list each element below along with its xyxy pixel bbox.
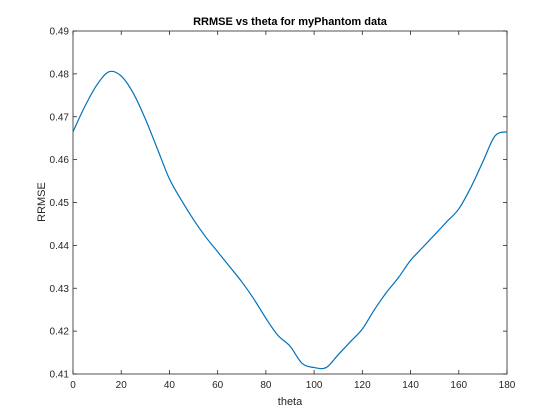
chart-title: RRMSE vs theta for myPhantom data xyxy=(193,16,388,28)
plot-area xyxy=(72,30,508,375)
x-axis: 0 20 40 60 80 100 120 140 160 180 xyxy=(70,31,516,391)
y-axis-label: RRMSE xyxy=(36,182,48,222)
plot-box xyxy=(72,30,508,375)
x-tick-label: 160 xyxy=(450,380,467,391)
y-tick-label: 0.42 xyxy=(50,327,70,338)
y-tick-label: 0.46 xyxy=(50,155,70,166)
x-tick-label: 180 xyxy=(499,380,516,391)
y-tick-label: 0.49 xyxy=(50,27,70,38)
x-tick-label: 140 xyxy=(402,380,419,391)
y-tick-label: 0.41 xyxy=(50,370,70,381)
y-tick-label: 0.48 xyxy=(50,69,70,80)
x-tick-label: 100 xyxy=(306,380,323,391)
y-axis: 0.41 0.42 0.43 0.44 0.45 0.46 0.47 0.48 0.49 xyxy=(50,27,507,381)
x-tick-label: 0 xyxy=(70,380,76,391)
x-tick-label: 120 xyxy=(354,380,371,391)
x-tick-label: 80 xyxy=(260,380,272,391)
y-tick-label: 0.43 xyxy=(50,284,70,295)
series-line-0 xyxy=(72,70,508,370)
y-tick-label: 0.44 xyxy=(50,241,70,252)
y-tick-label: 0.45 xyxy=(50,198,70,209)
x-tick-label: 20 xyxy=(116,380,128,391)
x-axis-label: theta xyxy=(278,396,303,408)
x-tick-label: 60 xyxy=(212,380,224,391)
y-tick-label: 0.47 xyxy=(50,112,70,123)
x-tick-label: 40 xyxy=(164,380,176,391)
